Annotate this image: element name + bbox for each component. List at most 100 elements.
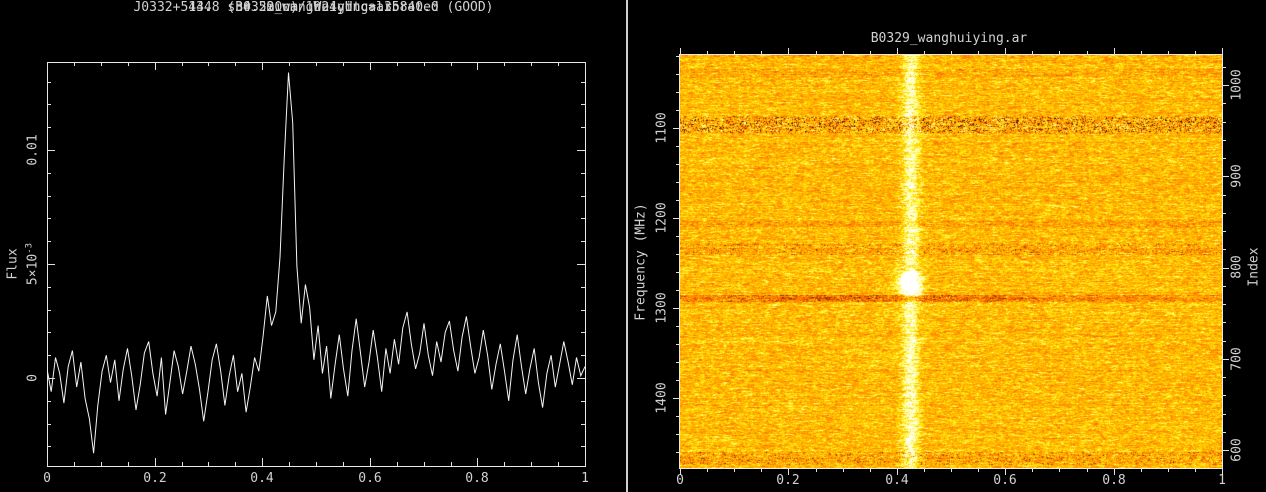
tick [673,308,680,309]
index-tick-label: 600 [1229,438,1245,462]
tick [676,344,680,345]
tick [47,332,51,334]
tick [1222,231,1226,232]
tick [1222,450,1229,451]
tick [127,62,129,66]
tick [235,462,237,466]
tick [262,458,264,466]
tick [1222,468,1223,475]
tick [1222,413,1226,415]
tick [1222,176,1229,178]
tick [316,62,317,66]
tick [289,62,291,66]
tick [581,423,585,425]
tick [47,127,51,129]
tick [676,434,680,435]
tick [47,446,51,448]
tick [788,468,790,475]
y-tick-label-0p01: 0.01 [25,134,41,166]
tick [707,468,709,472]
index-tick-label: 700 [1229,347,1245,371]
tick [676,272,680,273]
x-tick-label: 0.2 [776,473,800,488]
tick [1005,468,1007,475]
tick [842,51,844,55]
x-tick-label: 0.6 [993,473,1017,488]
x-tick-label: 0.6 [358,471,382,486]
tick [47,104,51,106]
tick [581,218,585,220]
index-axis-label: Index [1246,247,1262,287]
tick [47,400,51,402]
tick [581,172,585,174]
tick [1222,66,1226,68]
tick [289,462,291,466]
tick [558,462,560,466]
tick [788,48,790,55]
tick [734,51,736,55]
tick [47,355,51,357]
tick [815,51,817,55]
tick [450,62,452,66]
tick [676,452,680,453]
tick [676,290,680,291]
tick [581,195,585,197]
x-tick-label: 1 [1218,473,1226,488]
tick [47,172,51,174]
tick [47,62,48,70]
tick [47,309,51,311]
tick [1222,249,1226,251]
tick [680,468,681,475]
tick [1222,377,1226,378]
tick [676,254,680,255]
tick [1222,85,1229,86]
tick [581,241,585,243]
tick [673,128,680,129]
tick [673,218,680,219]
tick [1113,48,1115,55]
x-tick-label: 0.4 [885,473,909,488]
tick [181,462,183,466]
index-tick-label: 1000 [1229,69,1245,101]
tick [676,74,680,75]
tick [676,236,680,237]
tick [581,446,585,448]
tick [761,51,763,55]
tick [396,462,398,466]
tick [558,62,560,66]
tick [978,51,980,55]
tick [869,468,871,472]
tick [676,200,680,201]
tick [1194,51,1196,55]
tick [842,468,844,472]
tick [581,286,585,288]
tick [676,56,680,57]
tick [47,264,55,265]
tick [531,462,533,466]
tick [477,458,479,466]
tick [923,51,925,55]
frequency-axis-label: Frequency (MHz) [633,203,649,321]
tick [1113,468,1115,475]
tick [581,104,585,106]
tick [47,218,51,220]
tick [896,48,898,55]
y-tick-label-0: 0 [25,374,41,382]
tick [73,62,75,66]
tick [869,51,871,55]
tick [1167,468,1169,472]
tick [1059,51,1061,55]
tick [47,378,55,379]
tick [181,62,183,66]
panel-divider [626,0,628,492]
x-tick-label: 0.8 [465,471,489,486]
tick [208,462,210,466]
tick [47,195,51,197]
index-tick-label: 800 [1229,255,1245,279]
x-tick-label: 0.4 [250,471,274,486]
tick [1222,139,1226,141]
tick [577,378,585,379]
profile-title-source: J0332+5434 (34.5min) Weight = 35840.0 (G… [133,0,494,15]
tick [577,264,585,265]
